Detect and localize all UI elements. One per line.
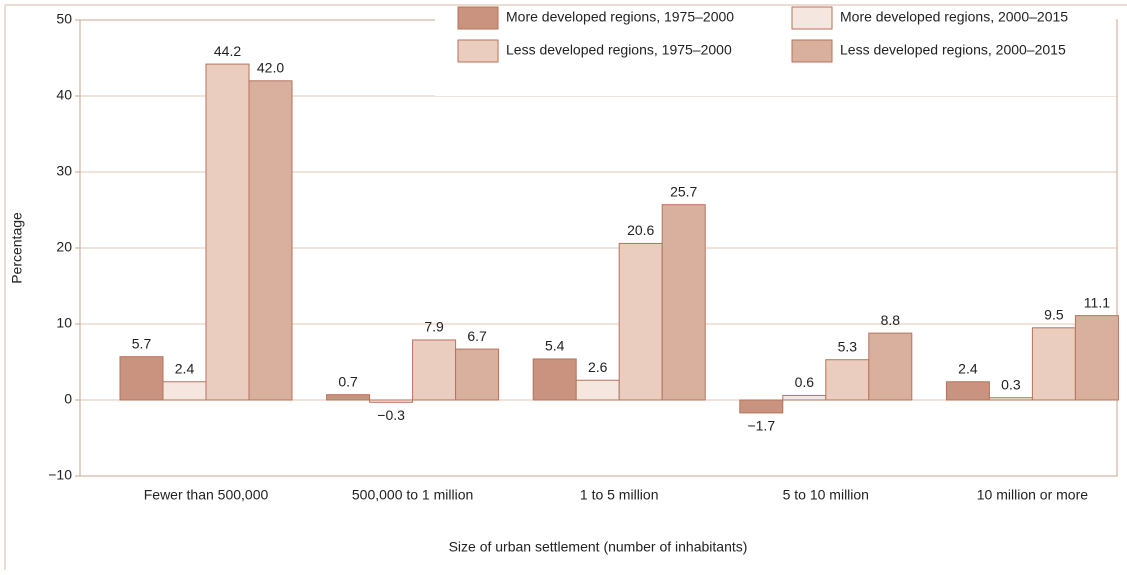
bar — [119, 356, 164, 401]
value-label: 2.4 — [175, 360, 195, 376]
value-label: 25.7 — [670, 183, 697, 199]
bar — [1074, 315, 1119, 401]
legend-label: Less developed regions, 1975–2000 — [506, 42, 732, 58]
value-label: 7.9 — [424, 319, 444, 335]
value-label: 0.6 — [795, 374, 815, 390]
bar — [455, 348, 500, 401]
value-label: −0.3 — [377, 407, 405, 423]
value-label: 20.6 — [627, 222, 654, 238]
x-tick-label: 5 to 10 million — [783, 487, 869, 503]
x-axis-title: Size of urban settlement (number of inha… — [449, 539, 748, 555]
value-label: 5.7 — [132, 335, 152, 351]
value-label: 42.0 — [257, 60, 284, 76]
legend-swatch — [791, 39, 833, 63]
bar — [945, 381, 990, 401]
y-tick-label: 10 — [56, 315, 72, 331]
x-tick-label: 500,000 to 1 million — [352, 487, 473, 503]
bar — [326, 394, 371, 401]
bar — [661, 204, 706, 401]
value-label: 2.4 — [958, 360, 978, 376]
bar — [162, 381, 207, 401]
bar — [575, 379, 620, 401]
legend-label: More developed regions, 1975–2000 — [506, 9, 734, 25]
bar — [825, 359, 870, 401]
legend-swatch — [457, 6, 499, 30]
legend-label: More developed regions, 2000–2015 — [840, 9, 1068, 25]
y-tick-label: −10 — [48, 467, 72, 483]
bar — [248, 80, 293, 401]
y-tick-label: 0 — [64, 391, 72, 407]
value-label: 9.5 — [1044, 307, 1064, 323]
legend-swatch — [791, 6, 833, 30]
y-tick-label: 50 — [56, 11, 72, 27]
value-label: 0.3 — [1001, 376, 1021, 392]
legend-swatch — [457, 39, 499, 63]
bar — [782, 394, 827, 401]
x-tick-label: Fewer than 500,000 — [144, 487, 269, 503]
x-tick-label: 1 to 5 million — [580, 487, 659, 503]
y-tick-label: 30 — [56, 163, 72, 179]
value-label: 11.1 — [1084, 294, 1110, 310]
y-axis-title: Percentage — [9, 212, 25, 284]
y-tick-label: 40 — [56, 87, 72, 103]
value-label: 5.3 — [838, 338, 858, 354]
legend-box — [435, 6, 1116, 96]
value-label: 44.2 — [214, 43, 241, 59]
bar — [205, 63, 250, 401]
value-label: 0.7 — [338, 373, 358, 389]
value-label: 2.6 — [588, 359, 608, 375]
bar — [618, 242, 663, 401]
value-label: 6.7 — [467, 328, 487, 344]
y-tick-label: 20 — [56, 239, 72, 255]
legend-label: Less developed regions, 2000–2015 — [840, 42, 1066, 58]
bar — [868, 332, 913, 401]
value-label: 5.4 — [545, 338, 565, 354]
bar — [412, 339, 457, 401]
value-label: −1.7 — [747, 418, 775, 434]
bar — [532, 358, 577, 401]
bar — [988, 397, 1033, 401]
bar — [1031, 327, 1076, 401]
bar — [739, 399, 784, 414]
x-tick-label: 10 million or more — [977, 487, 1088, 503]
value-label: 8.8 — [881, 312, 901, 328]
bar — [369, 399, 414, 403]
